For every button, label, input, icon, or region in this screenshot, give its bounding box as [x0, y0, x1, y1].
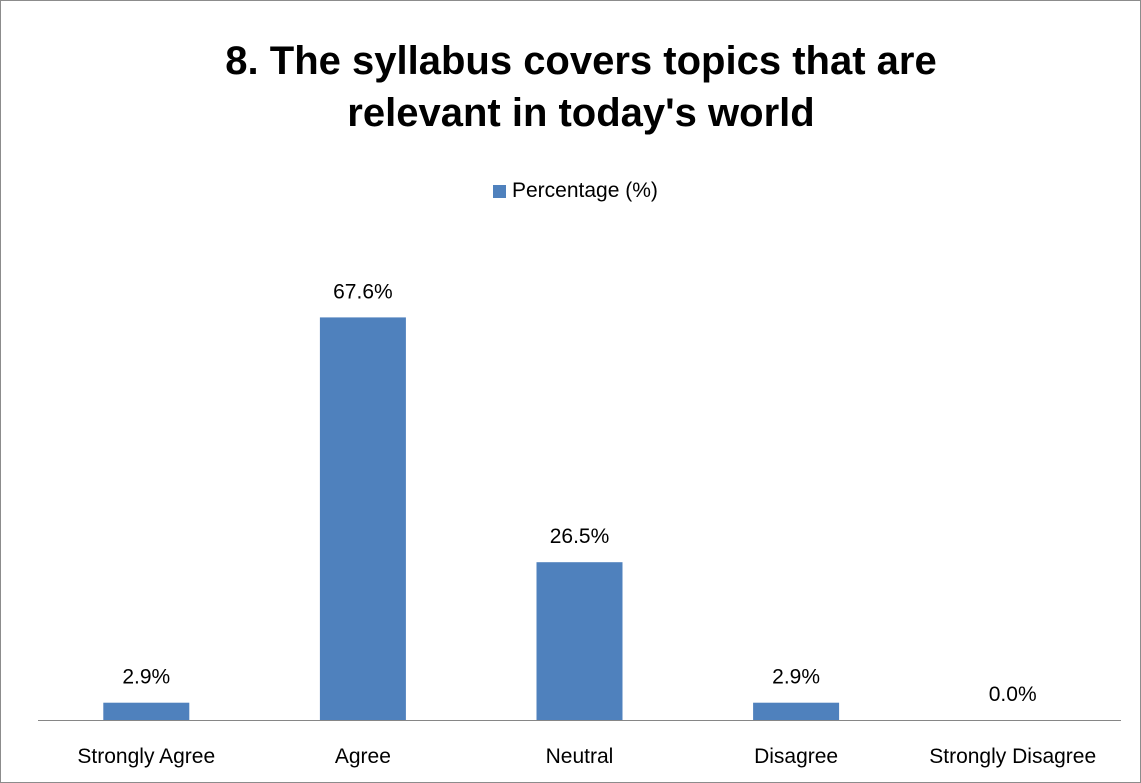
data-label: 0.0%: [989, 683, 1037, 706]
legend-label: Percentage (%): [512, 179, 658, 202]
data-label: 26.5%: [550, 525, 610, 548]
chart-title-line-1: 8. The syllabus covers topics that are: [225, 39, 937, 83]
bar-neutral: [536, 562, 623, 720]
data-label: 2.9%: [122, 666, 170, 689]
data-label: 67.6%: [333, 280, 393, 303]
data-label: 2.9%: [772, 666, 820, 689]
x-tick-label: Neutral: [546, 745, 614, 768]
x-tick-label: Strongly Disagree: [929, 745, 1096, 768]
bar-disagree: [753, 702, 840, 720]
x-tick-label: Strongly Agree: [77, 745, 215, 768]
chart-legend: Percentage (%): [493, 179, 658, 203]
bar-agree: [319, 317, 406, 720]
x-tick-label: Agree: [335, 745, 391, 768]
bar-strongly-agree: [103, 702, 190, 720]
chart-title-line-2: relevant in today's world: [347, 91, 815, 135]
chart-title: 8. The syllabus covers topics that are r…: [161, 35, 1001, 139]
legend-swatch: [493, 184, 506, 198]
x-tick-label: Disagree: [754, 745, 838, 768]
